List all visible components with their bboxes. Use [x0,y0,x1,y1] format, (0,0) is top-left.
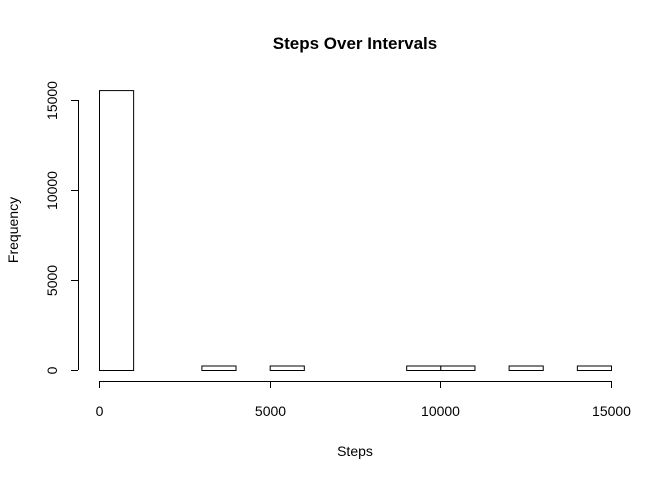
y-tick-label: 5000 [44,265,60,296]
histogram-bar [576,365,612,371]
x-tick-label: 5000 [255,403,286,419]
x-axis-label: Steps [337,443,373,459]
y-axis-label: Frequency [5,197,21,263]
x-tick-label: 15000 [592,403,631,419]
y-tick-label: 0 [44,366,60,374]
chart-title: Steps Over Intervals [273,34,437,53]
y-tick-label: 15000 [44,81,60,120]
x-axis: 0 5000 10000 15000 [96,381,631,419]
histogram-bar [99,90,135,371]
x-tick-label: 0 [96,403,104,419]
histogram-bar [508,365,544,371]
histogram-bar [440,365,476,371]
y-axis: 0 5000 10000 15000 [44,81,79,374]
y-tick-label: 10000 [44,171,60,210]
histogram-bars [99,90,612,371]
histogram-bar [201,365,237,371]
histogram-bar [406,365,442,371]
x-tick-label: 10000 [421,403,460,419]
histogram-bar [269,365,305,371]
